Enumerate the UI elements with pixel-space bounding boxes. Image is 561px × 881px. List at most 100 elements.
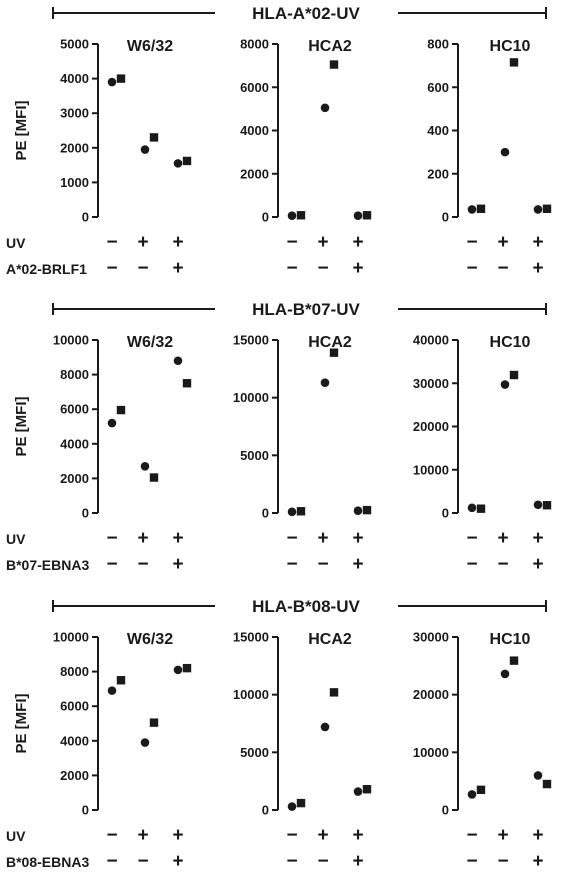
square-point [329, 688, 339, 697]
uv-sign: − [106, 232, 117, 253]
square-point [296, 798, 306, 808]
circle-point [467, 205, 477, 214]
square-point [116, 676, 126, 685]
panel-title: HCA2 [308, 631, 352, 648]
y-tick-label: 4000 [60, 71, 89, 86]
panel-title: HC10 [490, 631, 531, 648]
construct-sign: − [106, 554, 117, 575]
y-tick-label: 0 [262, 210, 269, 225]
y-tick-label: 10000 [53, 333, 89, 348]
uv-sign: + [532, 528, 543, 549]
row-label-uv: UV [6, 531, 26, 547]
construct-sign: − [317, 554, 328, 575]
circle-point [353, 211, 363, 221]
y-axis-label: PE [MFI] [13, 397, 30, 457]
square-point [509, 656, 519, 665]
panel-title: HC10 [490, 38, 531, 55]
group-title: HLA-B*08-UV [252, 597, 360, 616]
construct-sign: − [106, 851, 117, 872]
circle-point [173, 159, 183, 168]
square-point [149, 718, 159, 727]
construct-sign: − [317, 851, 328, 872]
y-tick-label: 10000 [413, 462, 449, 477]
circle-point [320, 722, 330, 732]
y-tick-label: 6000 [240, 80, 269, 95]
panel-title: HCA2 [308, 38, 352, 55]
y-tick-label: 0 [442, 506, 449, 521]
row-label-uv: UV [6, 828, 26, 844]
uv-sign: + [497, 825, 508, 846]
square-point [542, 204, 552, 213]
y-tick-label: 2000 [240, 166, 269, 181]
construct-sign: − [137, 851, 148, 872]
uv-sign: + [137, 528, 148, 549]
row-label-construct: B*07-EBNA3 [6, 557, 89, 573]
uv-sign: + [172, 825, 183, 846]
y-axis-label: PE [MFI] [13, 694, 30, 754]
uv-sign: + [532, 232, 543, 253]
y-tick-label: 15000 [233, 630, 269, 645]
y-tick-label: 40000 [413, 333, 449, 348]
square-point [149, 133, 159, 142]
uv-sign: + [317, 528, 328, 549]
circle-point [353, 506, 363, 515]
y-tick-label: 4000 [60, 733, 89, 748]
y-tick-label: 10000 [53, 630, 89, 645]
y-tick-label: 200 [427, 166, 449, 181]
group-title: HLA-A*02-UV [252, 4, 360, 23]
panel-title: W6/32 [127, 38, 173, 55]
construct-sign: − [497, 851, 508, 872]
circle-point [353, 787, 363, 796]
y-tick-label: 400 [427, 123, 449, 138]
uv-sign: − [466, 528, 477, 549]
y-tick-label: 4000 [60, 436, 89, 451]
circle-point [173, 356, 183, 366]
uv-sign: − [286, 232, 297, 253]
construct-sign: − [137, 258, 148, 279]
square-point [182, 379, 192, 388]
y-tick-label: 2000 [60, 140, 89, 155]
y-tick-label: 8000 [240, 37, 269, 52]
y-tick-label: 0 [82, 506, 89, 521]
circle-point [533, 500, 543, 510]
y-tick-label: 600 [427, 80, 449, 95]
uv-sign: − [286, 825, 297, 846]
y-tick-label: 6000 [60, 699, 89, 714]
circle-point [533, 205, 543, 214]
uv-sign: − [466, 232, 477, 253]
group-title: HLA-B*07-UV [252, 300, 360, 319]
construct-sign: + [352, 258, 363, 279]
uv-sign: + [497, 528, 508, 549]
y-axis-label: PE [MFI] [13, 101, 30, 161]
construct-sign: − [466, 258, 477, 279]
square-point [509, 370, 519, 380]
circle-point [287, 802, 297, 811]
circle-point [467, 503, 477, 513]
circle-point [467, 790, 477, 799]
uv-sign: + [352, 528, 363, 549]
construct-sign: + [532, 258, 543, 279]
uv-sign: − [466, 825, 477, 846]
square-point [329, 348, 339, 357]
y-tick-label: 0 [82, 210, 89, 225]
construct-sign: + [532, 554, 543, 575]
square-point [362, 211, 372, 220]
square-point [182, 156, 192, 166]
square-point [182, 663, 192, 673]
construct-sign: − [466, 554, 477, 575]
circle-point [320, 378, 330, 387]
y-tick-label: 0 [442, 803, 449, 818]
construct-sign: − [286, 554, 297, 575]
uv-sign: − [106, 528, 117, 549]
y-tick-label: 2000 [60, 471, 89, 486]
y-tick-label: 5000 [240, 448, 269, 463]
square-point [362, 785, 372, 794]
y-tick-label: 4000 [240, 123, 269, 138]
construct-sign: + [172, 258, 183, 279]
circle-point [107, 686, 117, 695]
uv-sign: − [286, 528, 297, 549]
circle-point [107, 77, 117, 87]
uv-sign: + [317, 232, 328, 253]
circle-point [107, 418, 117, 428]
